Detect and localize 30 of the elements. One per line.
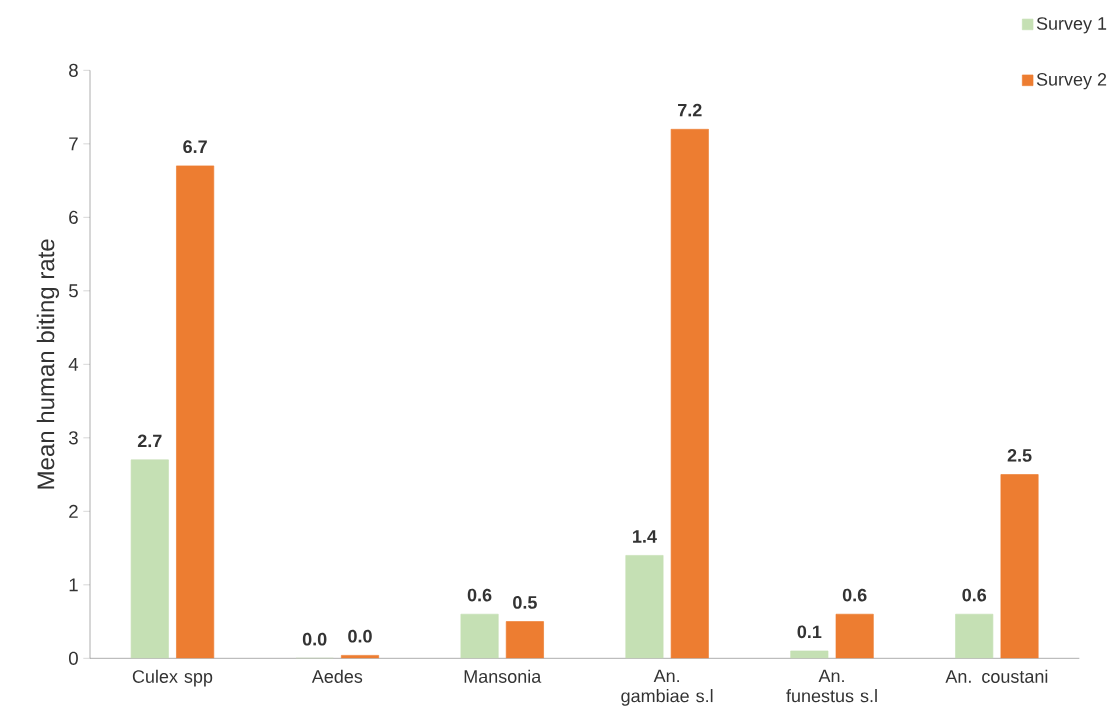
- x-tick-label: Culex spp: [132, 669, 213, 687]
- data-label: 1.4: [633, 530, 657, 543]
- x-tick-label: An. coustani: [945, 669, 1048, 683]
- y-tick-label: 4: [68, 357, 79, 371]
- data-label: 7.2: [678, 103, 702, 117]
- data-label: 0.6: [467, 588, 492, 602]
- data-label: 0.0: [348, 629, 372, 643]
- y-axis-title: Mean human biting rate: [36, 239, 60, 489]
- y-tick-label: 6: [69, 210, 78, 224]
- y-tick-label: 3: [68, 431, 78, 445]
- y-tick-label: 0: [68, 651, 78, 665]
- data-label: 6.7: [183, 140, 207, 154]
- x-tick-label: An. funestus s.l: [786, 669, 877, 703]
- data-label: 0.6: [962, 588, 987, 602]
- y-tick-label: 7: [69, 137, 78, 151]
- data-label: 0.6: [842, 588, 867, 602]
- x-tick-label: An. gambiae s.l: [621, 669, 713, 706]
- data-label: 0.0: [302, 632, 327, 646]
- x-tick-label: Mansonia: [464, 669, 542, 683]
- data-label: 2.7: [137, 434, 162, 448]
- data-label: 2.5: [1007, 449, 1032, 462]
- y-tick-label: 2: [69, 504, 78, 518]
- data-label: 0.1: [797, 625, 822, 639]
- data-label: 0.5: [513, 596, 537, 609]
- y-tick-label: 5: [69, 284, 78, 298]
- y-tick-label: 1: [69, 578, 78, 592]
- x-tick-label: Aedes: [311, 669, 363, 683]
- y-tick-label: 8: [69, 63, 78, 77]
- legend-label: Survey 1: [1036, 17, 1107, 34]
- legend-label: Survey 2: [1036, 73, 1107, 90]
